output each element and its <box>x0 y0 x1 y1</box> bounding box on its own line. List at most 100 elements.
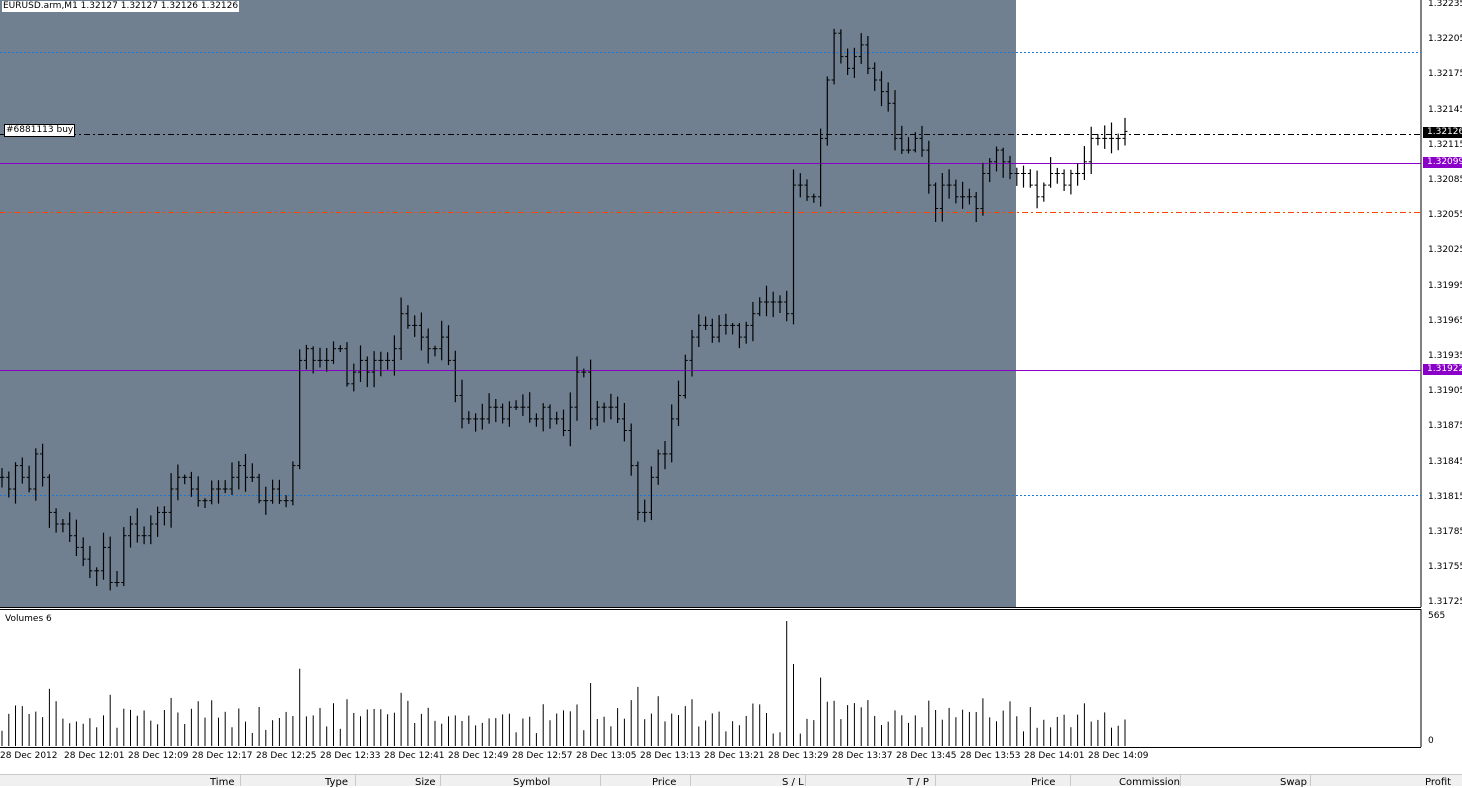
ohlc-bar <box>791 169 796 325</box>
price-tick-label: 1.32235 <box>1428 0 1462 9</box>
ohlc-bar <box>1075 163 1081 186</box>
ohlc-bar <box>648 466 654 521</box>
ohlc-bar <box>19 457 25 484</box>
ohlc-bar <box>371 351 377 388</box>
ohlc-bar <box>229 462 235 495</box>
terminal-column-header[interactable]: Time <box>210 777 235 788</box>
ohlc-bar <box>107 536 113 591</box>
ohlc-bar <box>994 146 999 172</box>
terminal-column-header[interactable]: T / P <box>907 777 929 788</box>
volume-zero-label: 0 <box>1428 736 1434 746</box>
ohlc-bar <box>148 515 154 545</box>
column-separator <box>600 775 601 786</box>
time-tick-label: 28 Dec 13:13 <box>640 751 701 761</box>
ohlc-bar <box>256 473 262 504</box>
ohlc-bar <box>642 499 648 523</box>
terminal-column-header[interactable]: Price <box>652 777 677 788</box>
ohlc-bar <box>1014 167 1020 186</box>
terminal-column-header[interactable]: S / L <box>782 777 804 788</box>
ohlc-bar <box>473 413 479 432</box>
time-tick-label: 28 Dec 13:45 <box>896 751 957 761</box>
terminal-column-header[interactable]: Symbol <box>513 777 551 788</box>
volumes-title: Volumes 6 <box>5 614 52 624</box>
ohlc-bar <box>784 290 790 322</box>
ohlc-bar <box>493 399 499 423</box>
time-tick-label: 28 Dec 2012 <box>0 751 58 761</box>
ohlc-bar <box>669 404 675 463</box>
time-tick-label: 28 Dec 12:49 <box>448 751 509 761</box>
ohlc-bar <box>912 132 918 153</box>
price-tick-label: 1.32025 <box>1428 245 1462 256</box>
ohlc-bar <box>736 323 742 349</box>
ohlc-bar <box>1095 134 1101 146</box>
time-tick-label: 28 Dec 13:05 <box>576 751 637 761</box>
ohlc-bar <box>818 128 824 207</box>
ohlc-bar <box>730 323 736 335</box>
ohlc-bar <box>243 454 248 492</box>
price-tick-label: 1.31995 <box>1428 280 1462 291</box>
price-tick-label: 1.32175 <box>1428 69 1462 80</box>
ohlc-bar <box>101 532 106 580</box>
ohlc-bar <box>337 345 343 352</box>
column-separator <box>240 775 241 786</box>
ohlc-bar <box>723 313 729 335</box>
ohlc-bar <box>581 368 587 378</box>
time-tick-label: 28 Dec 13:21 <box>704 751 765 761</box>
ohlc-bar <box>1061 169 1067 191</box>
ohlc-bar <box>1041 182 1047 202</box>
ohlc-bar <box>655 449 661 485</box>
price-tick-label: 1.32055 <box>1428 210 1462 221</box>
time-tick-label: 28 Dec 14:01 <box>1024 751 1085 761</box>
ohlc-bar <box>0 468 5 488</box>
ohlc-bar <box>405 305 411 329</box>
terminal-column-header[interactable]: Swap <box>1280 777 1308 788</box>
ohlc-bar <box>540 403 546 432</box>
column-separator <box>1180 775 1181 786</box>
ohlc-bar <box>87 545 93 579</box>
ohlc-bar <box>933 182 939 222</box>
terminal-column-header[interactable]: Commission <box>1119 777 1181 788</box>
ohlc-bar <box>757 297 763 317</box>
price-tick-label: 1.32085 <box>1428 175 1462 185</box>
ohlc-bar <box>824 76 830 146</box>
terminal-column-header[interactable]: Type <box>325 777 348 788</box>
ohlc-bar <box>364 356 370 388</box>
ohlc-bar <box>331 341 336 364</box>
ohlc-bar <box>94 567 100 587</box>
price-tick-label: 1.31875 <box>1428 421 1462 432</box>
terminal-column-header[interactable]: Price <box>1031 777 1056 788</box>
ohlc-bar <box>297 349 303 470</box>
ohlc-bar <box>939 173 945 222</box>
ohlc-bar <box>980 162 986 216</box>
ohlc-bar <box>80 537 86 567</box>
ohlc-bar <box>317 347 323 368</box>
price-tick-label: 1.31905 <box>1428 386 1462 397</box>
ohlc-bar <box>67 512 73 542</box>
ohlc-bar <box>263 486 269 515</box>
ohlc-bar <box>987 158 993 183</box>
ohlc-bar <box>418 312 424 351</box>
ohlc-bar <box>1081 146 1087 180</box>
terminal-column-header[interactable]: Profit <box>1425 777 1452 788</box>
symbol-info: EURUSD.arm,M1 1.32127 1.32127 1.32126 1.… <box>2 1 240 12</box>
ohlc-bar <box>520 394 526 416</box>
ohlc-bar <box>500 403 506 424</box>
ohlc-bar <box>222 480 228 494</box>
purple-price-tag-2: 1.31922 <box>1423 364 1462 375</box>
time-tick-label: 28 Dec 12:01 <box>64 751 125 761</box>
ohlc-bar <box>533 413 539 427</box>
terminal-column-header[interactable]: Size <box>415 777 436 788</box>
volume-max-label: 565 <box>1428 611 1446 621</box>
order-label[interactable]: #6881113 buy <box>4 124 76 137</box>
ohlc-bar <box>561 409 566 437</box>
ohlc-bar <box>858 33 864 64</box>
ohlc-bar <box>601 402 607 423</box>
ohlc-bar <box>40 443 46 487</box>
ohlc-bar <box>161 506 167 526</box>
ohlc-bar <box>290 461 296 506</box>
ohlc-bar <box>121 527 127 587</box>
ohlc-bar <box>764 285 769 317</box>
time-tick-label: 28 Dec 12:41 <box>384 751 445 761</box>
ohlc-bar <box>574 356 580 421</box>
